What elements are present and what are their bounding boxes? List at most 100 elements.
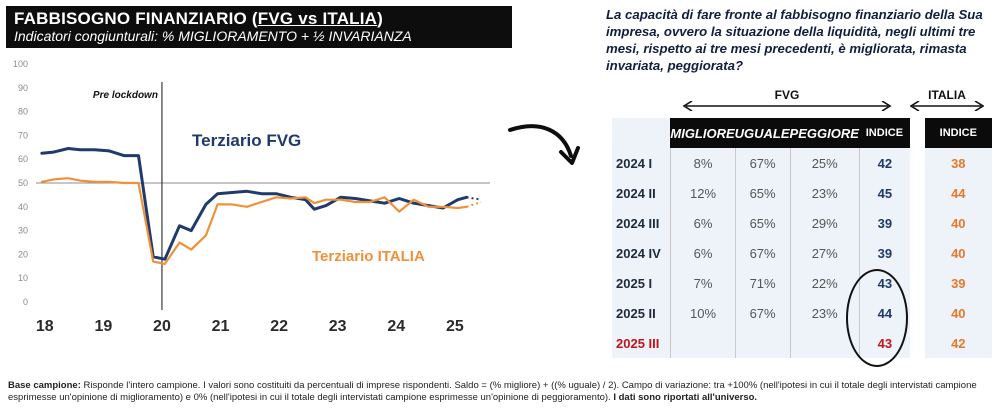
- cell-uguale: [734, 328, 790, 358]
- y-tick-label: 70: [18, 130, 28, 140]
- cell-indice-fvg: 39: [858, 238, 910, 268]
- table-row: 2025 III 43 42: [612, 328, 992, 358]
- cell-migliore: 7%: [670, 268, 735, 298]
- cell-uguale: 65%: [734, 208, 790, 238]
- cell-indice-italia: 44: [924, 178, 992, 208]
- cell-migliore: 8%: [670, 148, 735, 178]
- series-forecast-fvg: [466, 196, 482, 201]
- row-period: 2024 I: [612, 148, 671, 178]
- cell-gap: [909, 208, 925, 238]
- cell-indice-italia: 38: [924, 148, 992, 178]
- double-arrow-icon: [910, 101, 984, 111]
- y-tick-label: 40: [18, 202, 28, 212]
- survey-question: La capacità di fare fronte al fabbisogno…: [606, 7, 983, 73]
- cell-uguale: 67%: [734, 238, 790, 268]
- cell-peggiore: 29%: [789, 208, 859, 238]
- x-tick-label: 18: [36, 318, 54, 335]
- cell-migliore: 6%: [670, 238, 735, 268]
- y-tick-label: 80: [18, 107, 28, 117]
- cell-migliore: 6%: [670, 208, 735, 238]
- cell-indice-italia: 40: [924, 298, 992, 328]
- cell-gap: [909, 148, 925, 178]
- title-underlined: FVG vs ITALIA: [257, 9, 378, 28]
- row-period: 2024 IV: [612, 238, 671, 268]
- column-header-peggiore: PEGGIORE: [789, 118, 859, 148]
- cell-peggiore: 27%: [789, 238, 859, 268]
- y-tick-label: 100: [13, 59, 28, 69]
- footnote-label: Base campione:: [8, 380, 81, 391]
- table-row: 2024 I 8% 67% 25% 42 38: [612, 148, 992, 178]
- cell-uguale: 65%: [734, 178, 790, 208]
- footnote-text: Risponde l'intero campione. I valori son…: [8, 380, 977, 403]
- chart-title: FABBISOGNO FINANZIARIO (FVG vs ITALIA): [14, 9, 504, 28]
- title-prefix: FABBISOGNO FINANZIARIO (: [14, 9, 258, 28]
- cell-gap: [909, 298, 925, 328]
- curved-arrow-icon: [508, 124, 580, 165]
- column-header-uguale: UGUALE: [734, 118, 790, 148]
- double-arrow-icon: [682, 101, 892, 111]
- y-tick-label: 30: [18, 226, 28, 236]
- cell-gap: [909, 328, 925, 358]
- italia-header-label: ITALIA: [928, 88, 966, 102]
- cell-indice-italia: 39: [924, 268, 992, 298]
- title-box: FABBISOGNO FINANZIARIO (FVG vs ITALIA) I…: [6, 6, 512, 48]
- italia-header: ITALIA: [910, 88, 984, 111]
- table-corner: [612, 118, 671, 148]
- cell-indice-italia: 42: [924, 328, 992, 358]
- cell-uguale: 71%: [734, 268, 790, 298]
- cell-gap: [909, 178, 925, 208]
- cell-indice-italia: 40: [924, 208, 992, 238]
- table-row: 2024 III 6% 65% 29% 39 40: [612, 208, 992, 238]
- table-row: 2024 II 12% 65% 23% 45 44: [612, 178, 992, 208]
- table-row: 2024 IV 6% 67% 27% 39 40: [612, 238, 992, 268]
- x-tick-label: 19: [94, 318, 112, 335]
- y-tick-label: 10: [18, 273, 28, 283]
- series-label-italia: Terziario ITALIA: [312, 248, 425, 265]
- footnote: Base campione: Risponde l'intero campion…: [8, 380, 994, 404]
- table-header-row: MIGLIORE UGUALE PEGGIORE INDICE INDICE: [612, 118, 992, 148]
- cell-migliore: 12%: [670, 178, 735, 208]
- cell-indice-fvg: 42: [858, 148, 910, 178]
- x-tick-label: 22: [270, 318, 288, 335]
- table-row: 2025 I 7% 71% 22% 43 39: [612, 268, 992, 298]
- row-period: 2025 I: [612, 268, 671, 298]
- series-label-fvg: Terziario FVG: [192, 131, 301, 150]
- y-tick-label: 20: [18, 249, 28, 259]
- cell-indice-fvg: 39: [858, 208, 910, 238]
- footnote-bold-tail: I dati sono riportati all'universo.: [613, 392, 758, 403]
- cell-gap: [909, 238, 925, 268]
- column-header-migliore: MIGLIORE: [670, 118, 735, 148]
- highlight-ellipse: [846, 269, 908, 367]
- series-line-italia: [40, 177, 468, 265]
- y-tick-label: 90: [18, 83, 28, 93]
- x-tick-label: 25: [446, 318, 464, 335]
- cell-migliore: 10%: [670, 298, 735, 328]
- row-period: 2025 III: [612, 328, 671, 358]
- table-row: 2025 II 10% 67% 23% 44 40: [612, 298, 992, 328]
- fvg-header: FVG: [682, 88, 892, 111]
- cell-gap: [909, 268, 925, 298]
- row-period: 2025 II: [612, 298, 671, 328]
- x-tick-label: 24: [387, 318, 405, 335]
- x-tick-label: 20: [153, 318, 171, 335]
- chart-subtitle: Indicatori congiunturali: % MIGLIORAMENT…: [14, 28, 412, 44]
- cell-peggiore: 23%: [789, 178, 859, 208]
- x-tick-label: 21: [212, 318, 230, 335]
- row-period: 2024 III: [612, 208, 671, 238]
- pre-lockdown-annotation: Pre lockdown: [93, 90, 158, 101]
- fvg-header-label: FVG: [774, 88, 800, 102]
- row-period: 2024 II: [612, 178, 671, 208]
- cell-uguale: 67%: [734, 298, 790, 328]
- series-line-fvg: [40, 147, 469, 261]
- title-suffix: ): [377, 9, 384, 28]
- cell-indice-fvg: 45: [858, 178, 910, 208]
- column-header-indice-fvg: INDICE: [858, 118, 910, 148]
- cell-uguale: 67%: [734, 148, 790, 178]
- series-forecast-italia: [466, 201, 482, 208]
- cell-peggiore: 25%: [789, 148, 859, 178]
- x-tick-label: 23: [329, 318, 347, 335]
- column-header-indice-italia: INDICE: [924, 118, 992, 148]
- column-gap: [909, 118, 925, 148]
- cell-migliore: [670, 328, 735, 358]
